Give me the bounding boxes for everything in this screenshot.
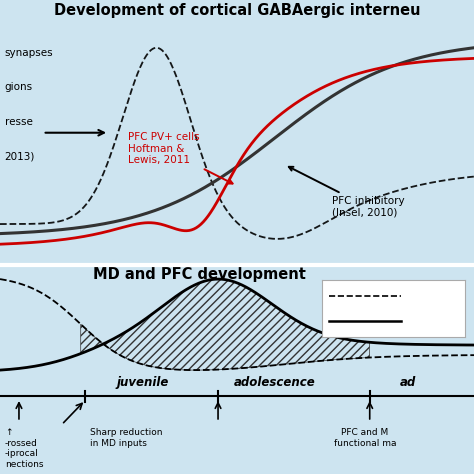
Text: Sharp reduction
in MD inputs: Sharp reduction in MD inputs	[90, 428, 163, 448]
Text: juvenile: juvenile	[116, 376, 168, 389]
Text: PFC and M
functional ma: PFC and M functional ma	[334, 428, 396, 448]
Text: ad: ad	[400, 376, 416, 389]
Text: PFC inhibitory
(Insel, 2010): PFC inhibitory (Insel, 2010)	[289, 167, 404, 218]
Text: adolescence: adolescence	[234, 376, 316, 389]
Text: resse: resse	[5, 117, 33, 127]
Text: Development of cortical GABAergic interneu: Development of cortical GABAergic intern…	[54, 3, 420, 18]
Text: synapses: synapses	[5, 48, 54, 58]
Text: PFC PV+ cells
Hoftman &
Lewis, 2011: PFC PV+ cells Hoftman & Lewis, 2011	[128, 132, 233, 183]
Text: 2013): 2013)	[5, 151, 35, 161]
Text: ↑
-rossed
-iprocal
nections: ↑ -rossed -iprocal nections	[5, 428, 43, 469]
Text: gions: gions	[5, 82, 33, 92]
Text: MD and PFC development: MD and PFC development	[92, 266, 306, 282]
